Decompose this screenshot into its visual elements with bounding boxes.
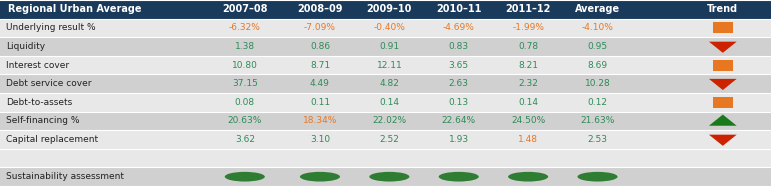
Text: -6.32%: -6.32% [229,23,261,32]
Text: 2.63: 2.63 [449,79,469,88]
Text: 37.15: 37.15 [232,79,258,88]
Text: 8.71: 8.71 [310,61,330,70]
Text: 2.52: 2.52 [379,135,399,144]
Text: 2010–11: 2010–11 [436,4,481,14]
Polygon shape [709,79,737,90]
Text: 0.95: 0.95 [588,42,608,51]
Text: Average: Average [575,4,620,14]
Text: 0.91: 0.91 [379,42,399,51]
Bar [0,167,771,186]
Text: Debt service cover: Debt service cover [6,79,92,88]
Text: 10.28: 10.28 [584,79,611,88]
Text: 18.34%: 18.34% [303,116,337,125]
Text: -1.99%: -1.99% [512,23,544,32]
Text: 12.11: 12.11 [376,61,402,70]
Polygon shape [709,135,737,146]
Text: 4.82: 4.82 [379,79,399,88]
Text: -4.10%: -4.10% [581,23,614,32]
Text: 2007–08: 2007–08 [222,4,268,14]
Text: 0.14: 0.14 [518,98,538,107]
Text: 0.12: 0.12 [588,98,608,107]
Bar [0,56,771,74]
Text: Interest cover: Interest cover [6,61,69,70]
Text: 0.78: 0.78 [518,42,538,51]
Text: 24.50%: 24.50% [511,116,545,125]
Text: 0.13: 0.13 [449,98,469,107]
Text: 1.48: 1.48 [518,135,538,144]
Text: 10.80: 10.80 [232,61,258,70]
Bar [0,130,771,149]
Text: -0.40%: -0.40% [373,23,406,32]
Text: 2.32: 2.32 [518,79,538,88]
Bar [0,112,771,130]
Text: 20.63%: 20.63% [227,116,262,125]
Text: Regional Urban Average: Regional Urban Average [8,4,141,14]
Text: 8.69: 8.69 [588,61,608,70]
Text: 2.53: 2.53 [588,135,608,144]
Polygon shape [709,42,737,53]
Text: 0.08: 0.08 [234,98,255,107]
Bar [712,60,732,71]
Circle shape [225,172,265,182]
Bar [0,74,771,93]
Text: 21.63%: 21.63% [581,116,614,125]
Text: 2011–12: 2011–12 [506,4,550,14]
Bar [0,19,771,37]
Text: 0.14: 0.14 [379,98,399,107]
Text: Liquidity: Liquidity [6,42,45,51]
Circle shape [577,172,618,182]
Text: Trend: Trend [707,4,739,14]
Text: Capital replacement: Capital replacement [6,135,98,144]
Text: Debt-to-assets: Debt-to-assets [6,98,72,107]
Circle shape [300,172,340,182]
Text: 22.02%: 22.02% [372,116,406,125]
Polygon shape [709,115,737,126]
Bar [0,149,771,167]
Text: 22.64%: 22.64% [442,116,476,125]
Text: 1.93: 1.93 [449,135,469,144]
Bar [712,22,732,33]
Bar [0,93,771,112]
Text: -4.69%: -4.69% [443,23,475,32]
Text: 0.11: 0.11 [310,98,330,107]
Text: 3.65: 3.65 [449,61,469,70]
Text: Sustainability assessment: Sustainability assessment [6,172,124,181]
Text: Self-financing %: Self-financing % [6,116,79,125]
Bar [712,97,732,108]
Text: 0.86: 0.86 [310,42,330,51]
Text: 2008–09: 2008–09 [297,4,343,14]
Text: 3.62: 3.62 [235,135,254,144]
Text: 8.21: 8.21 [518,61,538,70]
Circle shape [508,172,548,182]
Text: 2009–10: 2009–10 [367,4,412,14]
Text: Underlying result %: Underlying result % [6,23,96,32]
Bar [0,37,771,56]
Text: 3.10: 3.10 [310,135,330,144]
Text: -7.09%: -7.09% [304,23,336,32]
Text: 1.38: 1.38 [234,42,255,51]
Bar [0,0,771,19]
Text: 0.83: 0.83 [449,42,469,51]
Circle shape [439,172,479,182]
Circle shape [369,172,409,182]
Text: 4.49: 4.49 [310,79,330,88]
